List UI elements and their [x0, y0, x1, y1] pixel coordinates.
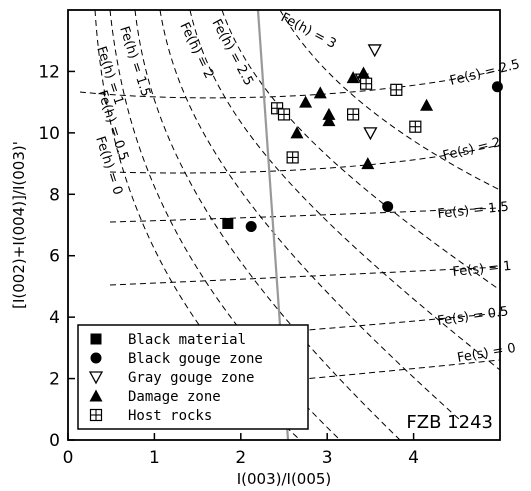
- data-point: [361, 157, 375, 170]
- data-point: [322, 107, 336, 120]
- fe-s-label: Fe(s) = 0.5: [436, 304, 509, 329]
- fe-s-curve: [109, 144, 500, 174]
- data-point: [346, 71, 360, 84]
- fe-h-label: Fe(h) = 2: [176, 20, 216, 81]
- legend-marker: [90, 352, 102, 364]
- y-tick-label: 2: [49, 370, 60, 390]
- x-axis-label: I(003)/I(005): [237, 470, 332, 488]
- data-point: [290, 126, 304, 139]
- legend-label: Damage zone: [128, 389, 221, 405]
- data-point: [363, 127, 378, 141]
- fe-h-curve: [94, 10, 301, 440]
- data-point: [356, 66, 370, 79]
- y-tick-label: 12: [38, 62, 60, 82]
- y-tick-label: 10: [38, 124, 60, 144]
- data-point: [347, 108, 360, 121]
- legend-label: Gray gouge zone: [128, 370, 254, 386]
- y-tick-label: 4: [49, 308, 60, 328]
- legend: Black material Black gouge zone Gray gouge…: [77, 324, 309, 430]
- fe-s-curve: [109, 266, 500, 286]
- legend-box: [77, 324, 309, 430]
- y-axis-label: [I(002)+I(004)]/I(003)': [10, 141, 28, 309]
- fe-s-label: Fe(s) = 2.5: [448, 57, 521, 89]
- data-point: [322, 114, 336, 127]
- data-point: [491, 81, 503, 93]
- legend-marker: [89, 389, 103, 402]
- x-tick-label: 4: [408, 448, 419, 468]
- fe-s-label: Fe(s) = 1: [452, 259, 512, 280]
- legend-label: Host rocks: [128, 408, 212, 424]
- data-point: [270, 102, 284, 115]
- legend-marker: [89, 408, 103, 422]
- fe-s-label: Fe(s) = 1.5: [437, 200, 510, 222]
- data-point: [286, 151, 299, 164]
- plot-frame: [67, 9, 501, 441]
- curve-labels: Fe(h) = 0Fe(h) = 0.5Fe(h) = 1Fe(h) = 1.5…: [92, 10, 521, 366]
- fe-h-curve: [159, 10, 461, 421]
- data-point: [313, 86, 327, 99]
- x-tick-label: 2: [235, 448, 246, 468]
- data-points: [222, 44, 503, 233]
- fe-s-curve: [79, 69, 500, 99]
- x-tick-label: 3: [322, 448, 333, 468]
- y-tick-label: 8: [49, 185, 60, 205]
- data-point: [420, 98, 434, 111]
- legend-marker: [90, 333, 102, 345]
- fe-h-curve: [221, 10, 500, 291]
- data-point: [382, 201, 394, 213]
- fe-h-curve: [279, 10, 500, 191]
- data-point: [245, 221, 257, 233]
- legend-label: Black gouge zone: [128, 351, 263, 367]
- data-point: [390, 83, 403, 96]
- data-point: [359, 77, 373, 90]
- legend-marker: [88, 371, 104, 385]
- fe-h-label: Fe(h) = 2.5: [208, 17, 256, 88]
- x-tick-label: 1: [149, 448, 160, 468]
- fe-s-label: Fe(s) = 0: [456, 341, 517, 366]
- fe-s-curve: [109, 359, 500, 396]
- legend-label: Black material: [128, 332, 246, 348]
- data-point: [409, 120, 422, 133]
- data-point: [277, 108, 291, 121]
- fe-s-curve: [109, 207, 500, 223]
- sample-label: FZB 1243: [406, 412, 493, 433]
- fe-s-curve: [109, 312, 500, 346]
- fe-s-label: Fe(s) = 2: [441, 135, 502, 164]
- data-point: [367, 44, 382, 58]
- y-tick-label: 0: [49, 431, 60, 451]
- reference-curves: [79, 10, 500, 440]
- fe-h-label: Fe(h) = 3: [278, 10, 339, 52]
- data-point: [222, 217, 234, 229]
- x-tick-label: 0: [63, 448, 74, 468]
- fe-h-curve: [134, 10, 401, 440]
- y-tick-label: 6: [49, 247, 60, 267]
- data-point: [299, 95, 313, 108]
- fe-h-curve: [189, 10, 500, 371]
